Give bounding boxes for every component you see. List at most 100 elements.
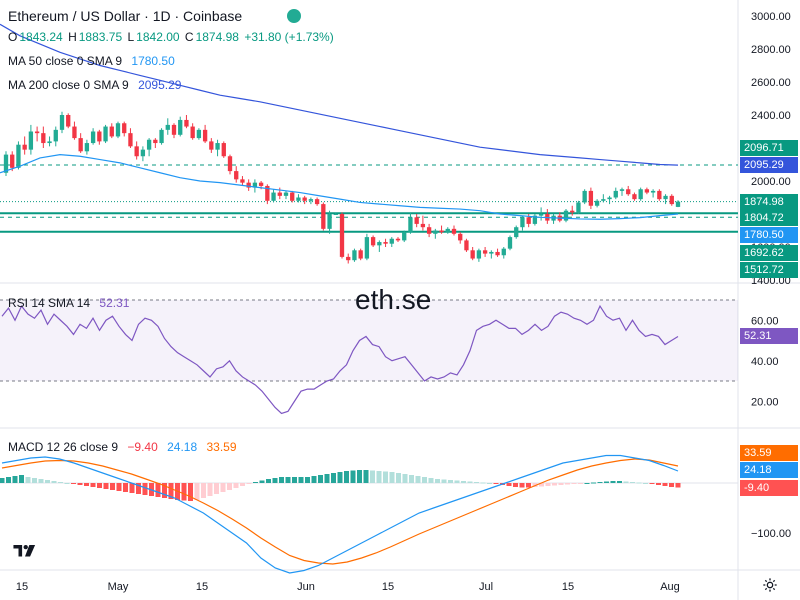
price-label-ma200: 2095.29 xyxy=(740,157,798,173)
rsi-tick-label: 60.00 xyxy=(751,315,779,327)
candle-body xyxy=(538,214,544,216)
macd-hist-bar xyxy=(6,477,11,483)
macd-hist-bar xyxy=(513,483,518,487)
macd-hist-bar xyxy=(110,483,115,490)
candle-body xyxy=(209,141,214,150)
candle-body xyxy=(196,129,202,139)
candle-body xyxy=(283,192,289,196)
macd-line-value: 24.18 xyxy=(167,440,198,454)
macd-legend[interactable]: MACD 12 26 close 9 −9.40 24.18 33.59 xyxy=(8,440,239,454)
rsi-label: RSI 14 SMA 14 xyxy=(8,296,91,310)
macd-hist-bar xyxy=(448,480,453,483)
macd-line xyxy=(1,454,679,574)
candle-body xyxy=(433,230,438,234)
time-tick-label: May xyxy=(108,581,129,593)
candle-body xyxy=(90,131,96,144)
ma200-label: MA 200 close 0 SMA 9 xyxy=(8,78,129,92)
macd-hist-value: −9.40 xyxy=(127,440,158,454)
macd-hist-bar xyxy=(12,476,18,483)
macd-hist-bar xyxy=(487,483,492,484)
time-tick-label: 15 xyxy=(562,581,574,593)
macd-hist-bar xyxy=(350,470,356,483)
candle-body xyxy=(476,250,482,259)
macd-hist-bar xyxy=(357,470,362,483)
macd-hist-bar xyxy=(370,470,375,483)
candle-body xyxy=(134,146,139,157)
ma50-legend[interactable]: MA 50 close 0 SMA 9 1780.50 xyxy=(8,54,177,68)
candle-body xyxy=(526,217,531,224)
candle-body xyxy=(489,251,494,254)
macd-hist-bar xyxy=(64,483,70,484)
candle-body xyxy=(657,190,662,200)
macd-hist-bar xyxy=(480,482,486,484)
macd-hist-bar xyxy=(571,483,577,484)
candle-body xyxy=(451,228,457,234)
macd-hist-bar xyxy=(116,483,122,491)
candle-body xyxy=(352,250,357,261)
candle-body xyxy=(333,214,338,215)
candle-body xyxy=(10,154,15,168)
candle-body xyxy=(16,144,21,168)
settings-gear-icon[interactable] xyxy=(762,577,778,593)
macd-hist-bar xyxy=(415,476,421,483)
candle-body xyxy=(445,228,450,233)
candle-body xyxy=(184,119,189,127)
chart-header: Ethereum / US Dollar · 1D · Coinbase xyxy=(8,8,244,24)
candle-body xyxy=(146,139,152,150)
ma200-legend[interactable]: MA 200 close 0 SMA 9 2095.29 xyxy=(8,78,183,92)
macd-hist-bar xyxy=(168,483,174,499)
change-value: +31.80 (+1.73%) xyxy=(244,30,334,44)
market-status-icon[interactable] xyxy=(287,9,301,23)
price-label-ma50: 1780.50 xyxy=(740,227,798,243)
candle-body xyxy=(507,237,513,249)
candle-body xyxy=(84,143,90,152)
time-tick-label: 15 xyxy=(16,581,28,593)
macd-hist-bar xyxy=(155,483,161,497)
tradingview-logo-icon[interactable] xyxy=(12,542,38,558)
candle-body xyxy=(3,154,9,173)
candle-body xyxy=(364,237,370,259)
macd-hist-bar xyxy=(103,483,109,489)
macd-hist-bar xyxy=(584,483,590,484)
macd-hist-bar xyxy=(207,483,213,496)
candle-body xyxy=(115,123,121,137)
candle-body xyxy=(582,190,587,203)
macd-line-axis-label: 24.18 xyxy=(740,462,798,478)
price-label-1692: 1692.62 xyxy=(740,245,798,261)
candle-body xyxy=(122,123,127,134)
candle-body xyxy=(663,195,668,200)
candle-body xyxy=(252,182,258,188)
macd-hist-bar xyxy=(71,483,76,484)
macd-hist-bar xyxy=(474,482,479,483)
candle-body xyxy=(613,190,618,198)
macd-signal-axis-label: 33.59 xyxy=(740,445,798,461)
rsi-legend[interactable]: RSI 14 SMA 14 52.31 xyxy=(8,296,131,310)
price-label-last: 1874.98 xyxy=(740,194,798,210)
open-label: O xyxy=(8,30,18,44)
ma50-line xyxy=(0,153,679,220)
candle-body xyxy=(302,197,307,201)
candle-body xyxy=(327,214,332,229)
candle-body xyxy=(389,238,394,244)
macd-hist-bar xyxy=(532,483,538,487)
macd-hist-bar xyxy=(630,482,635,483)
ma200-line xyxy=(0,23,679,166)
macd-hist-bar xyxy=(279,477,284,483)
candle-body xyxy=(246,182,251,188)
candle-body xyxy=(650,190,656,193)
candle-body xyxy=(408,217,413,233)
candle-body xyxy=(240,179,245,183)
candle-body xyxy=(290,192,295,201)
candle-body xyxy=(520,217,525,228)
candle-body xyxy=(165,124,170,130)
macd-hist-bar xyxy=(194,483,200,500)
time-tick-label: Jun xyxy=(297,581,315,593)
macd-hist-bar xyxy=(305,477,310,483)
candle-body xyxy=(414,217,419,224)
candle-body xyxy=(501,248,506,256)
symbol-title[interactable]: Ethereum / US Dollar · 1D · Coinbase xyxy=(8,8,243,24)
price-tick-label: 2000.00 xyxy=(751,176,791,188)
candle-body xyxy=(482,250,488,254)
macd-hist-bar xyxy=(84,483,89,486)
macd-signal-line xyxy=(1,458,679,565)
